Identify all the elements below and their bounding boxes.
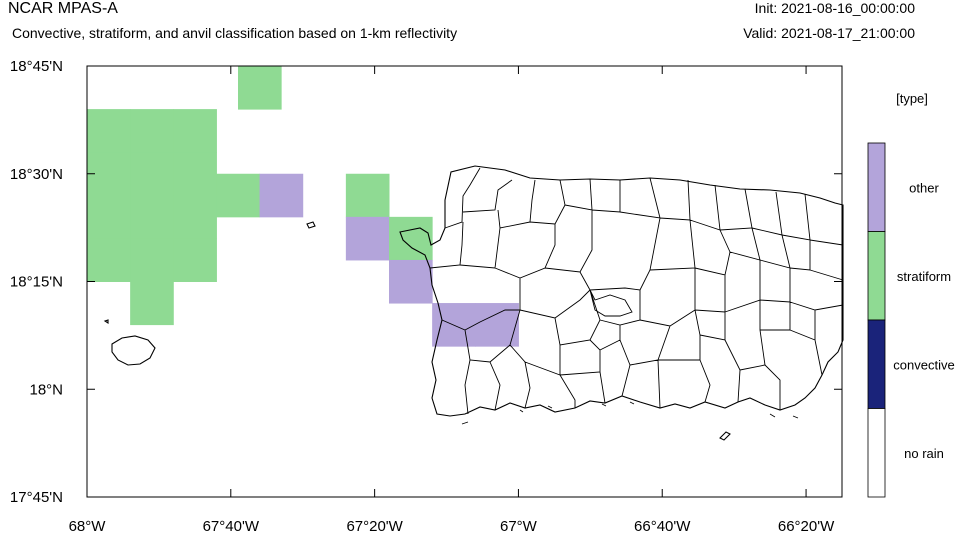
municipality-boundaries bbox=[429, 167, 844, 415]
legend-label: convective bbox=[893, 357, 954, 372]
monito-islet bbox=[103, 319, 109, 325]
cell-stratiform bbox=[130, 109, 174, 153]
cell-other bbox=[259, 173, 304, 218]
x-tick-label: 68°W bbox=[69, 518, 107, 535]
y-tick-label: 18°45'N bbox=[10, 58, 63, 75]
y-tick-label: 18°30'N bbox=[10, 166, 63, 183]
cell-stratiform bbox=[87, 109, 131, 153]
y-tick-label: 18°N bbox=[29, 381, 63, 398]
south-coast-islets bbox=[461, 401, 799, 425]
x-tick-label: 66°40'W bbox=[634, 518, 691, 535]
legend-swatch-convective bbox=[867, 319, 886, 409]
desecheo-island bbox=[306, 221, 316, 229]
cell-stratiform bbox=[173, 109, 217, 153]
legend-swatch-stratiform bbox=[867, 231, 886, 321]
caja-de-muertos-island bbox=[719, 431, 731, 441]
x-tick-label: 66°20'W bbox=[778, 518, 835, 535]
cell-stratiform bbox=[130, 281, 174, 326]
classification-cells bbox=[87, 66, 519, 347]
init-time: Init: 2021-08-16_00:00:00 bbox=[754, 0, 915, 16]
x-tick-label: 67°W bbox=[500, 518, 538, 535]
cell-stratiform bbox=[87, 238, 131, 282]
legend-label: other bbox=[909, 180, 939, 195]
valid-time: Valid: 2021-08-17_21:00:00 bbox=[743, 25, 915, 41]
legend-label: stratiform bbox=[897, 269, 951, 284]
cell-stratiform bbox=[130, 195, 174, 239]
cell-stratiform bbox=[130, 238, 174, 282]
cell-other bbox=[389, 259, 433, 304]
cell-stratiform bbox=[216, 173, 261, 218]
cell-stratiform bbox=[173, 238, 217, 282]
legend-swatch-other bbox=[867, 142, 886, 232]
cell-stratiform bbox=[389, 216, 433, 261]
axis-ticks: 68°W 67°40'W 67°20'W 67°W 66°40'W 66°20'W 18°4… bbox=[10, 58, 842, 535]
legend-swatch-no-rain bbox=[867, 408, 886, 498]
cell-stratiform bbox=[173, 195, 217, 239]
legend-label: no rain bbox=[904, 446, 944, 461]
y-tick-label: 18°15'N bbox=[10, 274, 63, 291]
legend: [type] other stratiform convective no rain bbox=[867, 91, 955, 498]
legend-title: [type] bbox=[896, 91, 928, 106]
coastlines-and-boundaries bbox=[103, 165, 844, 441]
cell-stratiform bbox=[173, 152, 217, 196]
x-tick-label: 67°40'W bbox=[203, 518, 260, 535]
field-description: Convective, stratiform, and anvil classi… bbox=[12, 25, 458, 41]
cell-stratiform bbox=[345, 173, 390, 218]
cell-other bbox=[345, 216, 390, 261]
cell-stratiform bbox=[130, 152, 174, 196]
model-title: NCAR MPAS-A bbox=[8, 0, 118, 17]
x-tick-label: 67°20'W bbox=[346, 518, 403, 535]
puerto-rico-coastline bbox=[399, 165, 844, 417]
mona-island bbox=[111, 335, 156, 366]
y-tick-label: 17°45'N bbox=[10, 489, 63, 506]
cell-stratiform bbox=[87, 195, 131, 239]
cell-stratiform bbox=[238, 66, 282, 110]
